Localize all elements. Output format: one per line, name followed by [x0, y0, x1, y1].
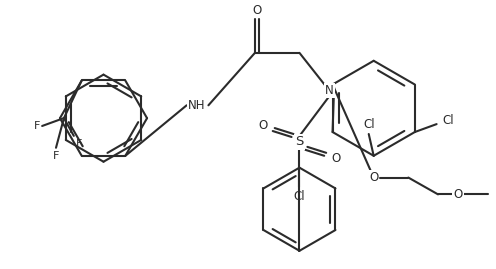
Text: O: O [252, 4, 261, 17]
Text: O: O [258, 119, 267, 132]
Text: O: O [453, 188, 462, 201]
Text: O: O [331, 152, 341, 165]
Text: Cl: Cl [294, 190, 305, 203]
Text: S: S [295, 135, 304, 148]
Text: O: O [369, 171, 378, 184]
Text: F: F [53, 151, 59, 161]
Text: F: F [34, 121, 40, 131]
Text: Cl: Cl [363, 118, 374, 131]
Text: NH: NH [188, 99, 205, 112]
Text: N: N [325, 84, 333, 97]
Text: F: F [75, 139, 82, 149]
Text: Cl: Cl [442, 114, 454, 127]
